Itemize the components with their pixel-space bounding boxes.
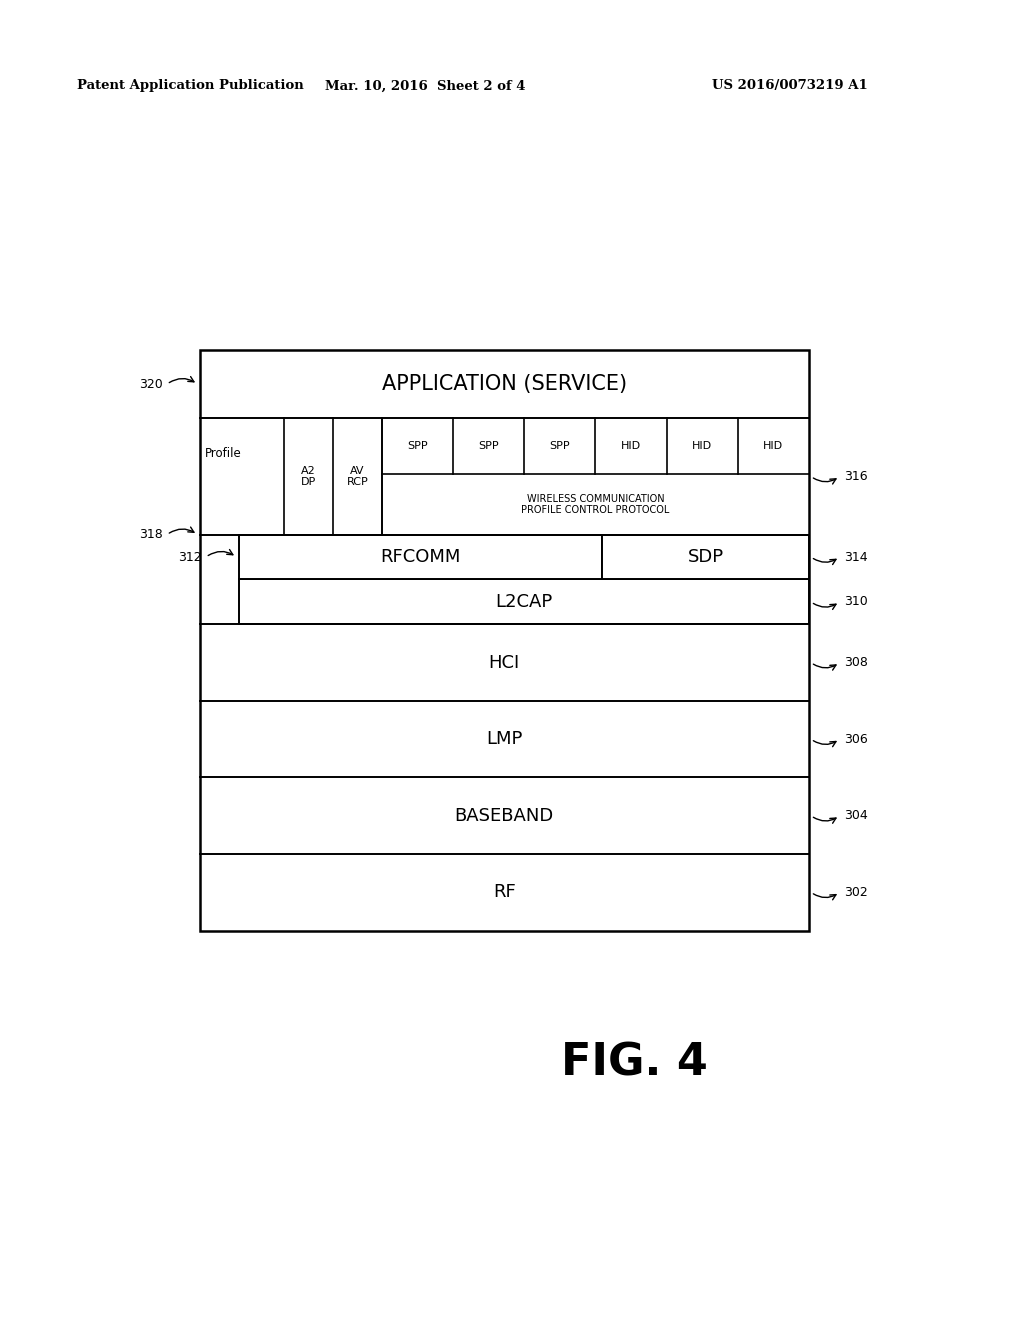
Text: 316: 316 bbox=[844, 470, 867, 483]
Text: 310: 310 bbox=[844, 595, 867, 609]
Text: 308: 308 bbox=[844, 656, 867, 669]
Text: APPLICATION (SERVICE): APPLICATION (SERVICE) bbox=[382, 374, 627, 395]
Text: AV
RCP: AV RCP bbox=[346, 466, 369, 487]
Text: A2
DP: A2 DP bbox=[301, 466, 315, 487]
Text: HCI: HCI bbox=[488, 653, 520, 672]
Text: Mar. 10, 2016  Sheet 2 of 4: Mar. 10, 2016 Sheet 2 of 4 bbox=[325, 79, 525, 92]
Text: 320: 320 bbox=[139, 378, 163, 391]
Text: HID: HID bbox=[692, 441, 713, 451]
Text: HID: HID bbox=[763, 441, 783, 451]
Bar bbox=[602, 535, 809, 579]
Text: LMP: LMP bbox=[486, 730, 522, 748]
Text: 306: 306 bbox=[844, 733, 867, 746]
Text: HID: HID bbox=[621, 441, 641, 451]
Text: 302: 302 bbox=[844, 886, 867, 899]
Bar bbox=[239, 579, 809, 624]
Text: SDP: SDP bbox=[688, 548, 724, 566]
Bar bbox=[200, 350, 809, 931]
Bar bbox=[239, 535, 602, 579]
Text: US 2016/0073219 A1: US 2016/0073219 A1 bbox=[712, 79, 867, 92]
Text: 318: 318 bbox=[139, 528, 163, 541]
Text: RF: RF bbox=[493, 883, 516, 902]
Text: 312: 312 bbox=[178, 550, 202, 564]
Text: Patent Application Publication: Patent Application Publication bbox=[77, 79, 303, 92]
Text: SPP: SPP bbox=[478, 441, 499, 451]
Text: Profile: Profile bbox=[205, 446, 242, 459]
Text: L2CAP: L2CAP bbox=[496, 593, 552, 611]
Text: WIRELESS COMMUNICATION
PROFILE CONTROL PROTOCOL: WIRELESS COMMUNICATION PROFILE CONTROL P… bbox=[521, 494, 670, 515]
Text: SPP: SPP bbox=[408, 441, 428, 451]
Text: FIG. 4: FIG. 4 bbox=[561, 1041, 709, 1084]
Text: RFCOMM: RFCOMM bbox=[380, 548, 461, 566]
Text: BASEBAND: BASEBAND bbox=[455, 807, 554, 825]
Text: 304: 304 bbox=[844, 809, 867, 822]
Text: SPP: SPP bbox=[550, 441, 570, 451]
Text: 314: 314 bbox=[844, 550, 867, 564]
